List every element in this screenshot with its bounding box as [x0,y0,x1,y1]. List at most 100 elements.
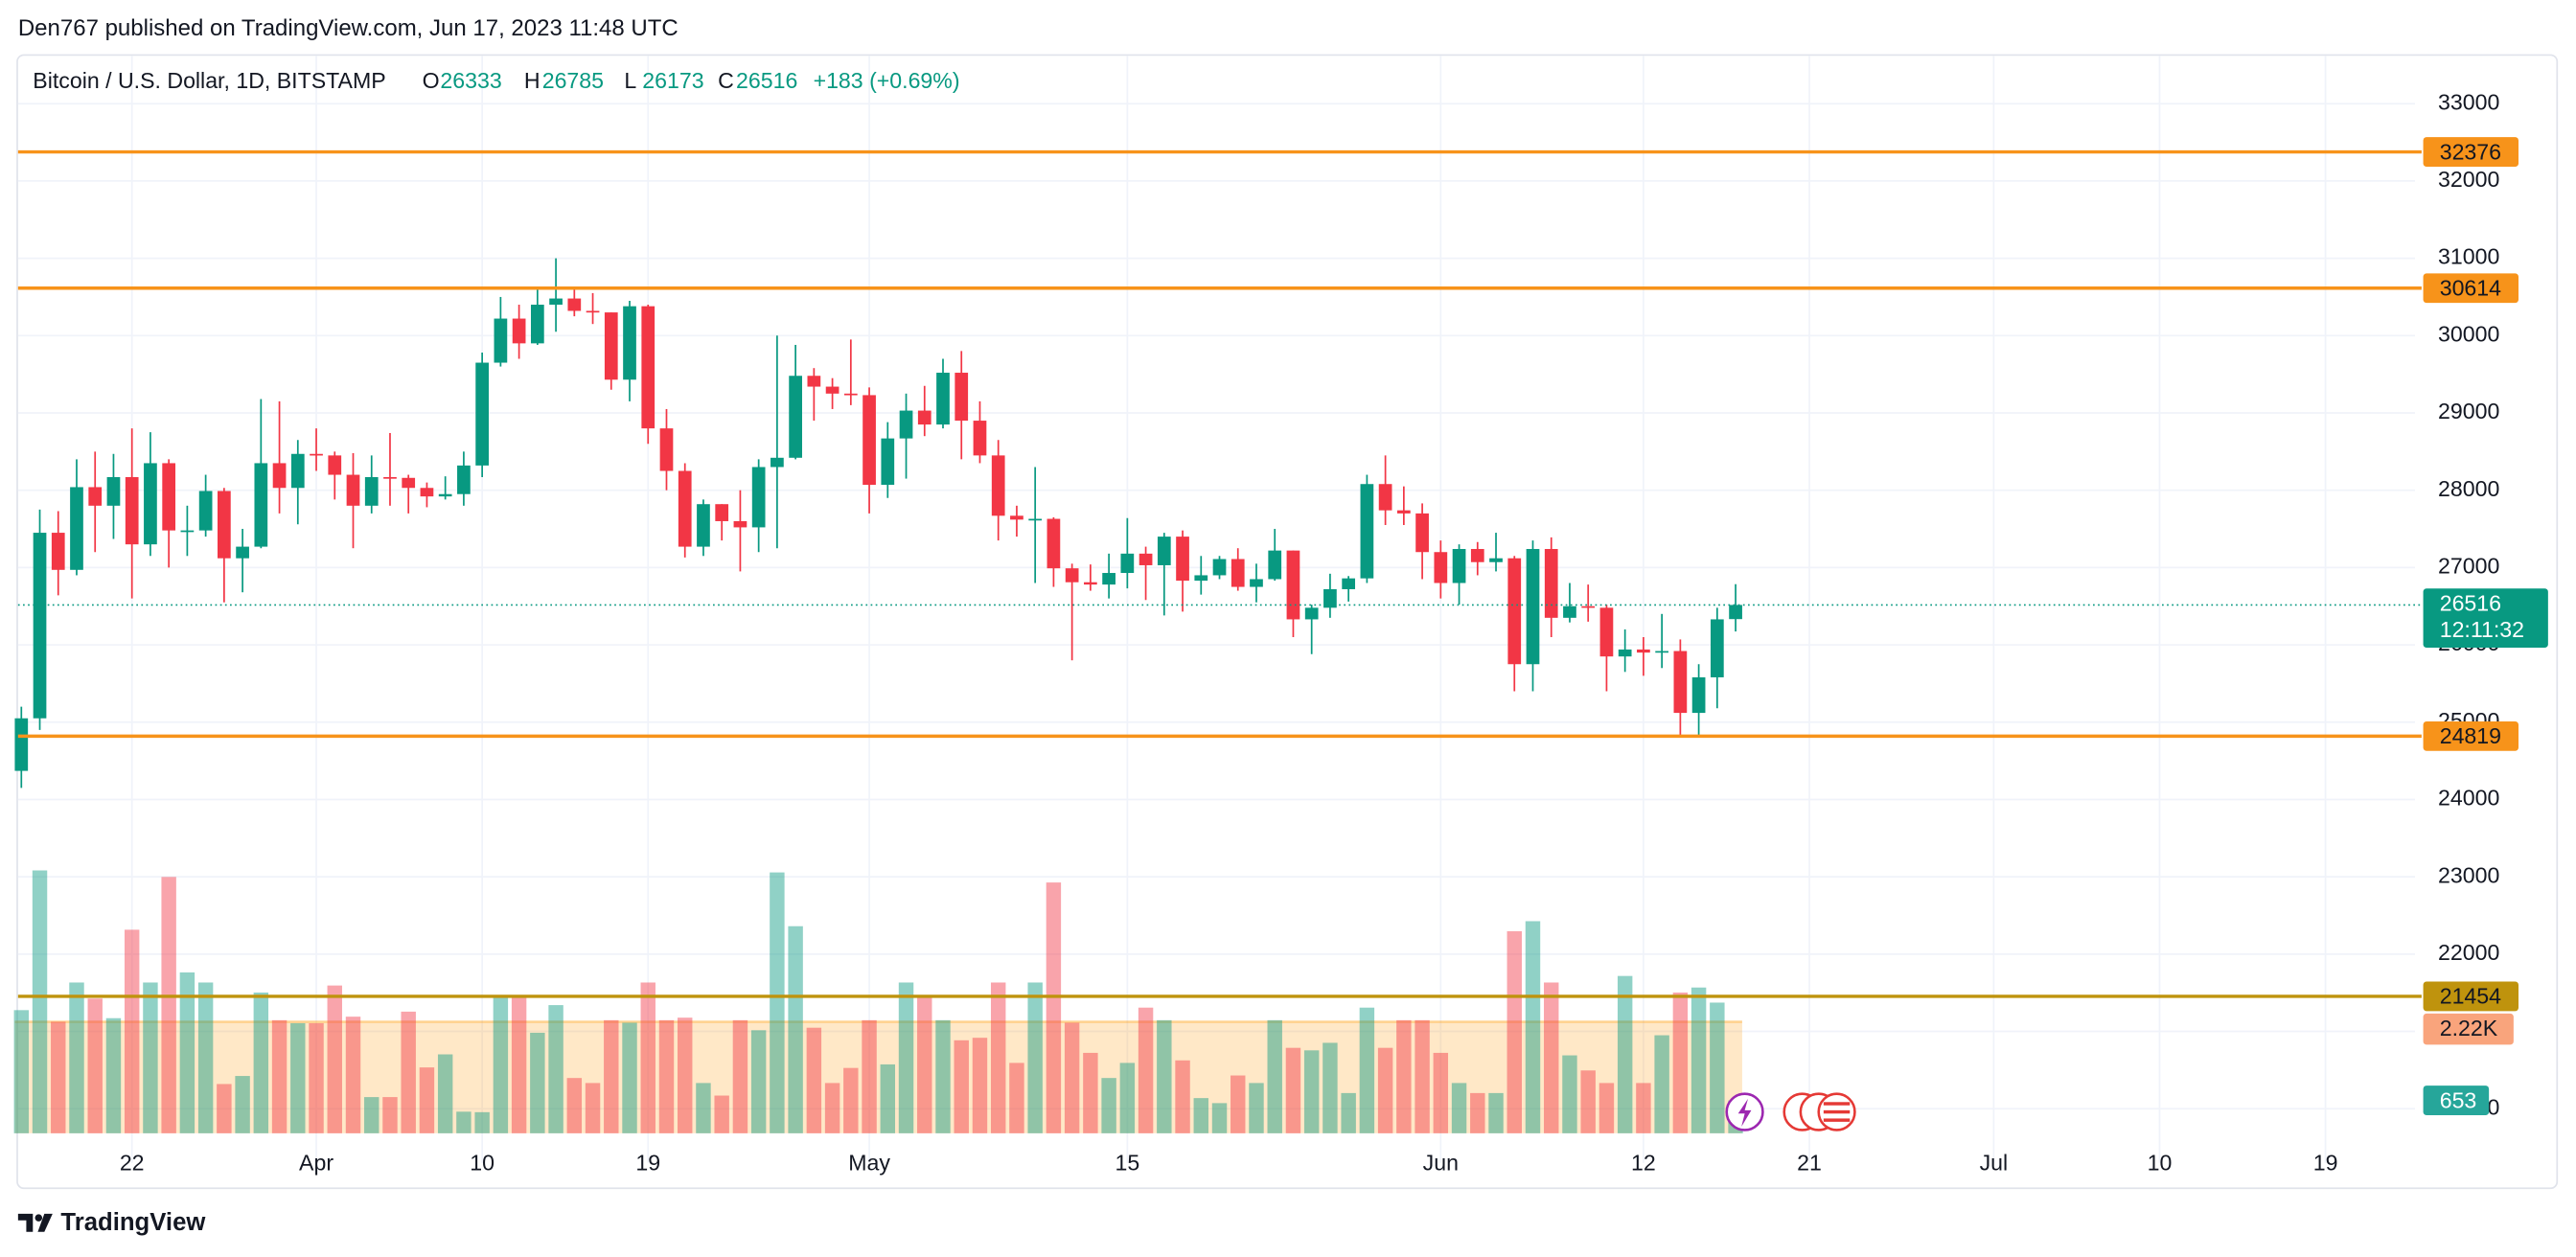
volume-bar [1525,921,1541,1133]
grid [17,56,2415,1163]
candle-body [162,463,176,531]
volume-bar [1249,1083,1264,1133]
volume-bar [585,1083,601,1133]
candle-body [586,310,600,313]
y-tick-label: 27000 [2438,553,2499,578]
candle-body [218,491,231,559]
candle-body [623,306,636,380]
volume-bar [1672,992,1689,1133]
level-badge [2423,720,2518,751]
x-tick-label: 22 [120,1151,145,1176]
volume-bar [1562,1055,1577,1133]
volume-bar [548,1005,564,1133]
volume-bar [456,1111,472,1133]
volume-bar [1506,930,1522,1133]
candle-body [14,718,29,771]
y-tick-label: 29000 [2438,399,2499,423]
volume-bar [1710,1002,1725,1133]
candle-body [678,470,692,547]
candle-body [1212,559,1227,576]
candle-body [899,410,913,439]
level-label: 24819 [2440,723,2501,748]
candle-body [1378,484,1392,511]
y-tick-label: 32000 [2438,167,2499,192]
volume-bar [1451,1083,1467,1133]
volume-bar [69,982,84,1133]
volume-bar [345,1017,361,1133]
volume-bar [511,997,527,1133]
volume-badge [2423,1086,2490,1116]
volume-bar [1303,1050,1320,1133]
candle-body [1397,510,1411,514]
candle-body [936,373,950,425]
volume-bar [327,985,342,1133]
volume-bar [1654,1035,1669,1133]
volume-bar [862,1019,877,1133]
volume-bar [474,1111,490,1133]
candle-body [1304,607,1319,620]
candle-body [180,530,195,533]
candle-body [1544,549,1558,618]
volume-bar [566,1078,583,1133]
candle-body [1581,606,1596,608]
x-tick-label: Jul [1980,1151,2009,1176]
volume-bar [1580,1070,1596,1133]
volume-bar [1470,1092,1485,1133]
candle-body [236,546,249,559]
volume-bar [1598,1083,1615,1133]
ohlc-key: L [624,68,636,93]
volume-bar [1138,1007,1154,1133]
volume-bar [13,1010,29,1133]
candle-body [917,410,932,425]
published-line: Den767 published on TradingView.com, Jun… [18,15,678,41]
candle-body [991,455,1005,516]
level-label: 21454 [2440,984,2501,1009]
candle-body [1028,518,1043,521]
countdown: 12:11:32 [2440,617,2524,642]
volume-bar [1341,1092,1356,1133]
candle-body [1415,513,1429,553]
volume-bar [658,1019,675,1133]
candle-body [789,376,802,458]
volume-bar [401,1011,416,1133]
candle-body [33,533,47,719]
volume-bar [1377,1047,1393,1133]
volume-bar [714,1095,729,1133]
candle-body [1138,553,1153,565]
volume-bar [1064,1022,1080,1133]
volume-bar [972,1038,988,1133]
candle-body [1637,649,1650,653]
volume-bar [788,926,803,1133]
candle-body [272,463,287,489]
candle-body [346,474,360,506]
volume-bar [1083,1052,1098,1133]
volume-bar [954,1040,969,1133]
y-tick-label: 24000 [2438,786,2499,811]
x-tick-label: 10 [2148,1151,2173,1176]
x-tick-label: Apr [299,1151,334,1176]
candle-body [1452,549,1466,583]
volume-bar [105,1017,122,1133]
volume-bar [161,877,176,1133]
volume-bar [678,1017,693,1133]
y-tick-label: 22000 [2438,940,2499,965]
volume-bar [1285,1047,1301,1133]
level-badge [2423,981,2518,1012]
y-tick-label: 23000 [2438,862,2499,887]
volume-bar [1027,982,1043,1133]
volume-bar [197,982,214,1133]
x-tick-label: 19 [635,1151,660,1176]
overlay: 2000021000220002300024000250002600027000… [17,68,2548,1176]
volume-pane [13,870,1743,1133]
candle-body [198,491,213,531]
volume-bar [364,1097,380,1133]
candle-body [807,376,821,387]
candle-body [825,386,840,394]
volume-bar [1690,987,1707,1133]
volume-ma-label: 2.22K [2440,1016,2498,1040]
change: +183 (+0.69%) [814,68,960,93]
x-tick-label: 10 [470,1151,494,1176]
candle-body [973,421,987,456]
candle-body [1194,575,1208,582]
